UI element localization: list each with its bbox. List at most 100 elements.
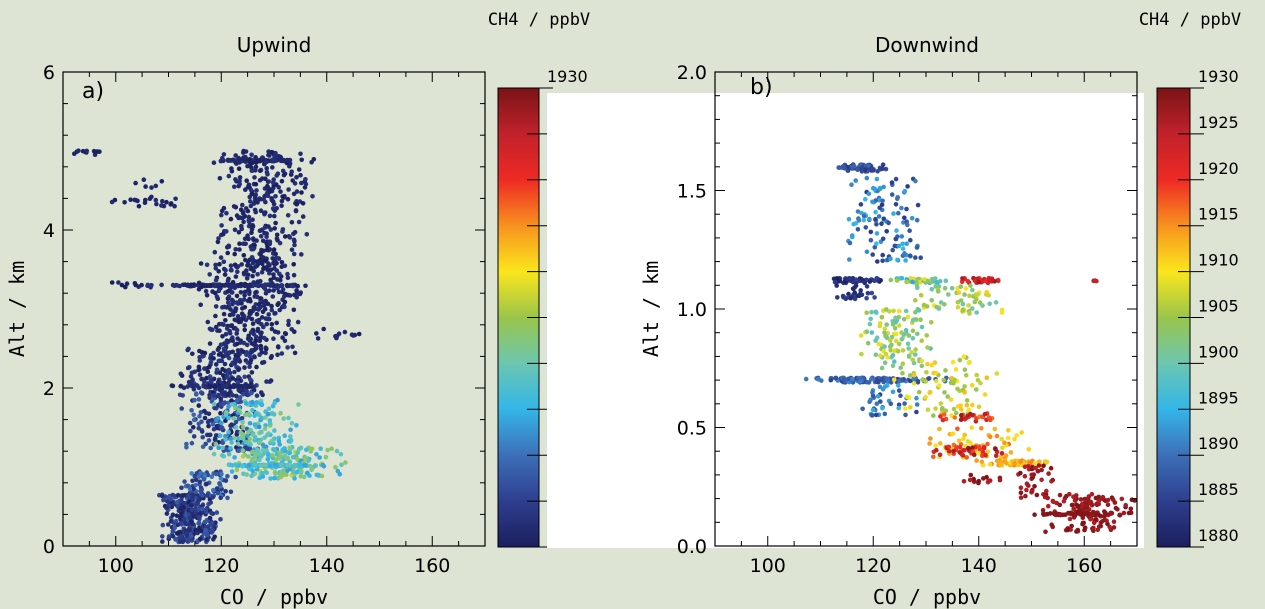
scatter-point — [315, 336, 321, 341]
scatter-point — [288, 434, 293, 439]
scatter-point — [223, 341, 228, 347]
scatter-point — [189, 383, 194, 389]
scatter-point — [872, 245, 878, 250]
y-tick-label: 2.0 — [677, 62, 707, 84]
scatter-point — [198, 261, 204, 266]
scatter-point — [1119, 496, 1125, 502]
scatter-point — [272, 469, 278, 475]
scatter-point — [264, 166, 270, 171]
scatter-point — [249, 254, 255, 260]
scatter-point — [276, 155, 282, 160]
scatter-point — [288, 427, 293, 433]
scatter-point — [228, 263, 234, 269]
scatter-point — [853, 277, 859, 283]
scatter-point — [847, 276, 852, 281]
scatter-point — [214, 486, 220, 491]
scatter-point — [1093, 517, 1099, 522]
scatter-point — [235, 336, 240, 341]
scatter-point — [225, 495, 230, 501]
scatter-point — [215, 328, 220, 333]
scatter-point — [165, 499, 170, 504]
scatter-point — [875, 378, 881, 384]
scatter-point — [236, 315, 242, 321]
scatter-point — [1102, 514, 1107, 519]
scatter-point — [913, 255, 918, 260]
scatter-point — [242, 281, 248, 287]
scatter-point — [282, 171, 288, 177]
scatter-point — [216, 269, 221, 274]
scatter-point — [241, 219, 246, 225]
scatter-point — [267, 288, 272, 294]
scatter-point — [298, 445, 304, 451]
scatter-point — [972, 278, 978, 283]
scatter-point — [849, 234, 855, 240]
scatter-point — [242, 214, 247, 219]
scatter-point — [295, 450, 301, 456]
scatter-point — [160, 198, 165, 204]
scatter-point — [914, 409, 919, 415]
scatter-point — [228, 489, 234, 495]
scatter-point — [289, 169, 295, 174]
scatter-point — [889, 192, 895, 197]
scatter-point — [868, 397, 873, 403]
scatter-point — [272, 226, 278, 231]
scatter-point — [952, 377, 957, 383]
scatter-point — [277, 271, 282, 277]
scatter-point — [235, 441, 241, 447]
scatter-point — [904, 279, 909, 285]
scatter-point — [214, 510, 220, 515]
scatter-point — [271, 336, 276, 342]
scatter-point — [994, 433, 1000, 439]
scatter-point — [274, 232, 280, 238]
scatter-point — [965, 278, 971, 284]
scatter-point — [270, 453, 275, 458]
scatter-point — [285, 213, 291, 218]
scatter-point — [249, 227, 255, 232]
scatter-point — [254, 311, 260, 317]
x-tick-label: 160 — [414, 555, 450, 577]
scatter-point — [982, 392, 988, 397]
scatter-point — [902, 251, 907, 256]
scatter-point — [287, 450, 292, 456]
scatter-point — [1071, 506, 1076, 512]
plot-b-ylabel: Alt / km — [639, 261, 663, 357]
scatter-point — [187, 420, 193, 426]
scatter-point — [244, 388, 249, 394]
scatter-point — [956, 438, 962, 444]
scatter-point — [229, 398, 234, 403]
scatter-point — [236, 157, 242, 162]
scatter-point — [170, 282, 176, 288]
scatter-point — [879, 314, 885, 320]
scatter-point — [248, 357, 254, 363]
scatter-point — [1018, 485, 1024, 491]
scatter-point — [257, 457, 262, 463]
scatter-point — [943, 368, 948, 373]
scatter-point — [987, 462, 993, 467]
scatter-point — [900, 241, 905, 247]
scatter-point — [846, 291, 851, 297]
scatter-point — [233, 247, 238, 252]
scatter-point — [232, 184, 237, 190]
scatter-point — [275, 302, 281, 308]
scatter-point — [1085, 510, 1090, 516]
scatter-point — [240, 316, 245, 322]
scatter-point — [278, 411, 283, 416]
scatter-point — [235, 269, 240, 275]
scatter-point — [256, 412, 262, 418]
scatter-point — [891, 348, 897, 354]
scatter-point — [1073, 497, 1078, 503]
scatter-point — [172, 203, 177, 209]
scatter-point — [906, 346, 911, 351]
scatter-point — [220, 334, 225, 339]
scatter-point — [179, 406, 184, 411]
scatter-point — [1018, 490, 1024, 496]
scatter-point — [1057, 502, 1063, 508]
scatter-point — [252, 471, 258, 477]
scatter-point — [259, 390, 264, 395]
scatter-point — [268, 267, 274, 273]
scatter-point — [283, 331, 289, 337]
scatter-point — [191, 417, 197, 423]
scatter-point — [888, 401, 894, 407]
scatter-point — [139, 282, 144, 288]
scatter-point — [250, 273, 255, 279]
